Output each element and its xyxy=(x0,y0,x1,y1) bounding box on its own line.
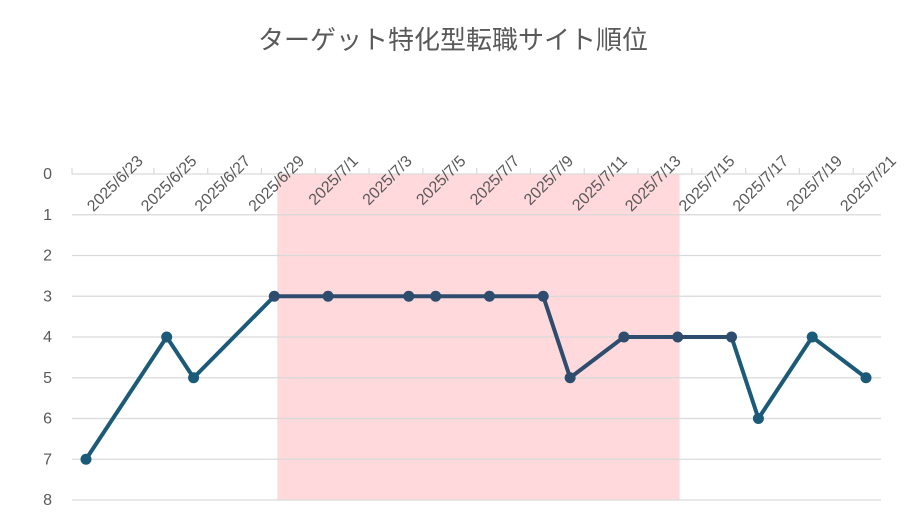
y-tick-label: 0 xyxy=(43,166,52,183)
x-tick-label: 2025/7/19 xyxy=(784,153,846,215)
series-line-segment xyxy=(541,294,573,380)
data-point xyxy=(726,331,738,343)
y-tick-label: 2 xyxy=(43,248,52,265)
data-point xyxy=(403,290,415,302)
series-line-segment xyxy=(164,335,196,380)
data-point xyxy=(161,331,173,343)
x-tick-label: 2025/6/23 xyxy=(84,153,146,215)
x-tick-label: 2025/7/21 xyxy=(837,153,899,215)
data-point xyxy=(268,290,280,302)
series-line-segment xyxy=(729,335,761,421)
series-line-segment xyxy=(568,335,626,380)
x-tick-label: 2025/6/27 xyxy=(192,153,254,215)
y-tick-label: 7 xyxy=(43,451,52,468)
y-tick-label: 4 xyxy=(43,329,52,346)
y-tick-label: 8 xyxy=(43,492,52,509)
data-point xyxy=(672,331,684,343)
x-tick-label: 2025/7/17 xyxy=(730,153,792,215)
series-line-segment xyxy=(810,335,868,380)
y-tick-label: 3 xyxy=(43,288,52,305)
x-tick-label: 2025/6/25 xyxy=(138,153,200,215)
data-point xyxy=(618,331,630,343)
chart-title: ターゲット特化型転職サイト順位 xyxy=(258,26,648,56)
data-point xyxy=(80,453,92,465)
data-point xyxy=(483,290,495,302)
data-point xyxy=(430,290,442,302)
data-point xyxy=(322,290,334,302)
y-tick-label: 1 xyxy=(43,207,52,224)
data-point xyxy=(188,372,200,384)
data-point xyxy=(564,372,576,384)
data-point xyxy=(537,290,549,302)
series-line-segment xyxy=(191,294,277,380)
series-line-segment xyxy=(756,335,815,421)
y-tick-label: 5 xyxy=(43,370,52,387)
data-point xyxy=(860,372,872,384)
data-point xyxy=(806,331,818,343)
x-tick-label: 2025/7/15 xyxy=(676,153,738,215)
y-tick-label: 6 xyxy=(43,411,52,428)
series-line-segment xyxy=(84,335,169,462)
data-point xyxy=(752,413,764,424)
